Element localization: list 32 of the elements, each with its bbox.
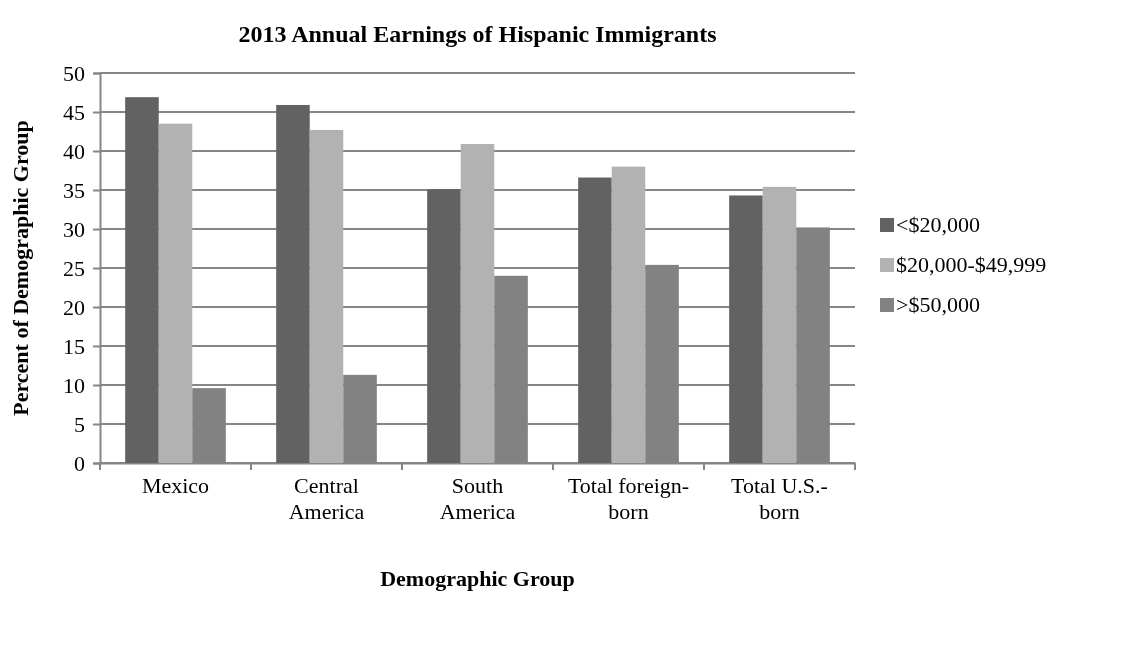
y-tick-label: 10 (63, 372, 85, 398)
y-tick-label: 50 (63, 60, 85, 86)
y-tick-label: 5 (74, 411, 85, 437)
x-tick-label: South America (439, 473, 516, 524)
x-tick-label: Mexico (141, 473, 210, 498)
bar (729, 195, 763, 463)
bar (460, 143, 495, 463)
bar (158, 123, 193, 463)
bar (762, 186, 797, 463)
x-axis-title: Demographic Group (380, 566, 575, 591)
bar (276, 104, 310, 463)
y-tick-label: 40 (63, 138, 85, 164)
y-tick-label: 20 (63, 294, 85, 320)
y-tick-label: 25 (63, 255, 85, 281)
y-tick-label: 15 (63, 333, 85, 359)
legend-label: $20,000-$49,999 (896, 252, 1047, 277)
x-tick-label: Total U.S.-born (731, 473, 828, 524)
bar (427, 189, 461, 463)
bar (309, 129, 344, 463)
bar (125, 97, 159, 463)
y-tick-label: 45 (63, 99, 85, 125)
bar (578, 177, 612, 463)
x-tick-label: Total foreign-born (567, 473, 690, 524)
y-tick-label: 0 (74, 450, 85, 476)
legend-label: >$50,000 (896, 292, 980, 317)
y-tick-label: 30 (63, 216, 85, 242)
legend-label: <$20,000 (896, 212, 980, 237)
bar (611, 166, 646, 463)
y-tick-label: 35 (63, 177, 85, 203)
x-tick-label: Central America (288, 473, 365, 524)
y-axis-title: Percent of Demographic Group (8, 120, 33, 416)
chart-title: 2013 Annual Earnings of Hispanic Immigrants (238, 21, 717, 47)
